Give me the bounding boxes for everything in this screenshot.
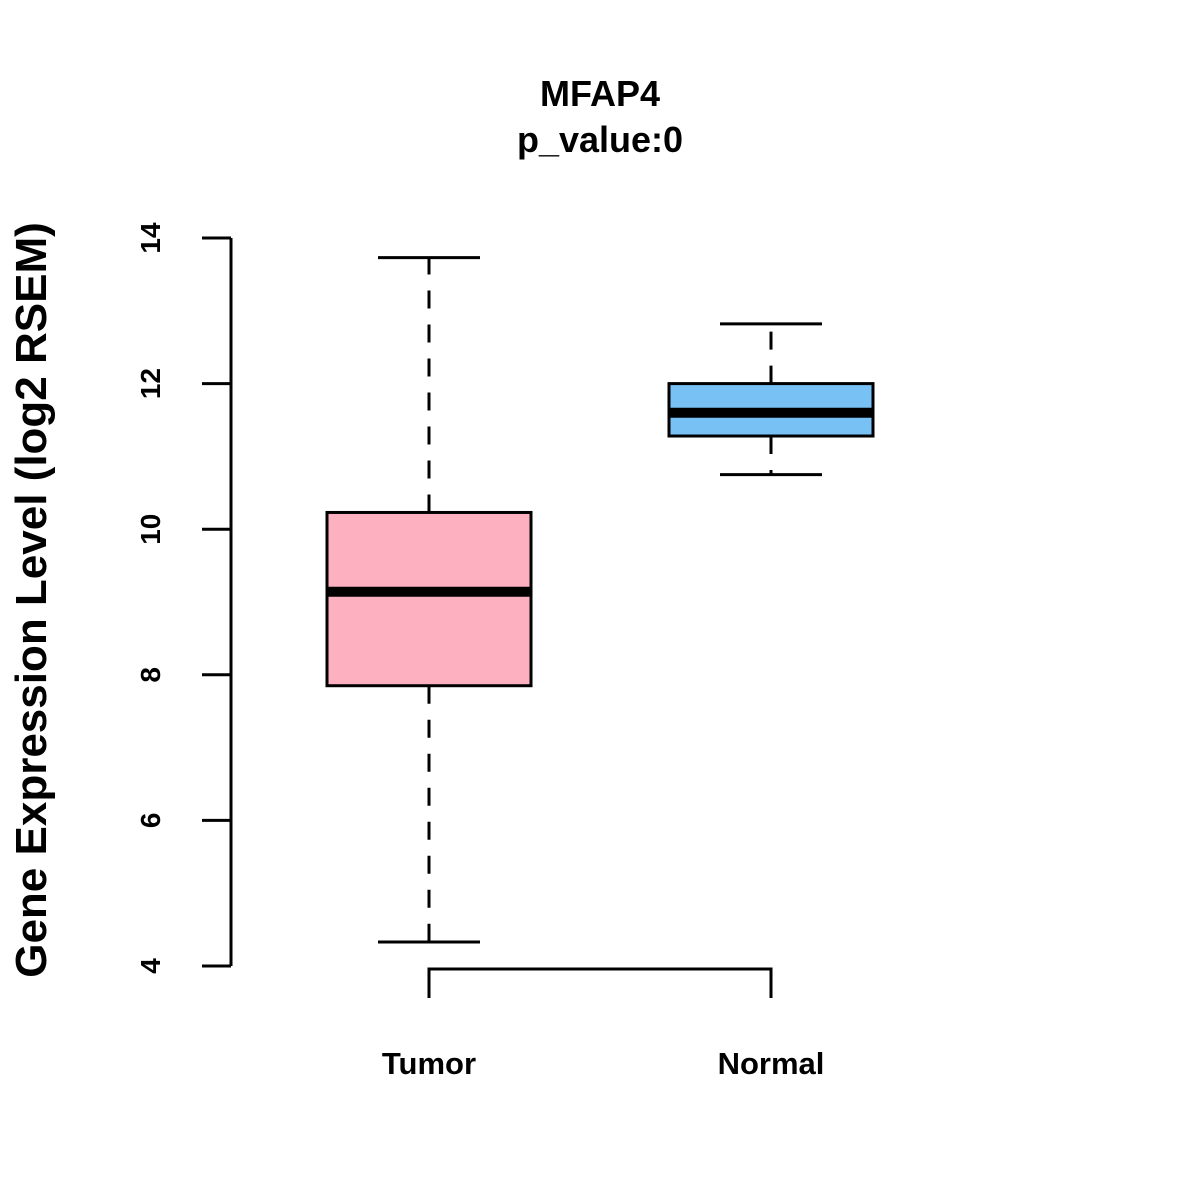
box-tumor [325,256,533,944]
chart-title: MFAP4 [540,73,660,114]
x-axis-categories: Tumor Normal [382,1046,824,1081]
y-tick-label: 6 [135,813,166,829]
y-tick-label: 14 [135,222,166,254]
y-tick-label: 10 [135,514,166,545]
y-tick-label: 12 [135,368,166,399]
category-label-tumor: Tumor [382,1046,476,1081]
y-tick-label: 4 [135,958,166,974]
boxes [325,256,875,944]
comparison-bracket [427,967,773,998]
category-label-normal: Normal [718,1046,825,1081]
y-tick-label: 8 [135,667,166,683]
iqr-box [325,510,533,688]
bracket-line [427,967,773,998]
y-axis-label: Gene Expression Level (log2 RSEM) [7,222,56,978]
box-normal [667,322,875,477]
y-axis: 4 6 8 10 12 14 [135,222,233,974]
chart-subtitle: p_value:0 [517,119,683,160]
